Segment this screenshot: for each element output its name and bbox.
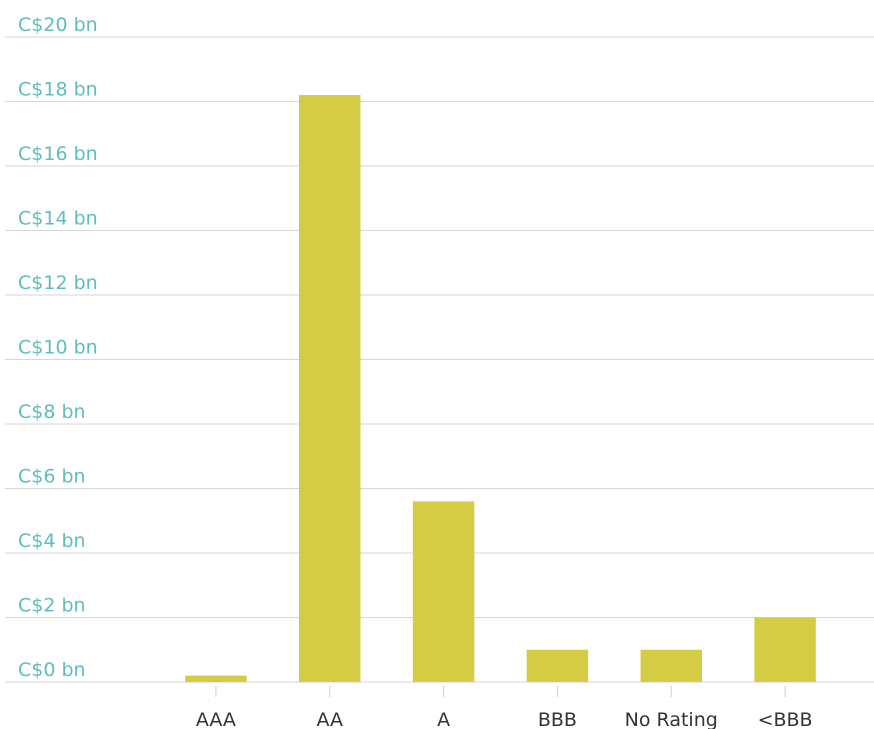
x-tick-label: No Rating — [625, 709, 718, 729]
y-tick-label: C$10 bn — [18, 337, 98, 359]
y-tick-label: C$20 bn — [18, 14, 98, 36]
bar — [299, 95, 361, 683]
y-tick-label: C$8 bn — [18, 401, 86, 423]
y-tick-label: C$4 bn — [18, 530, 86, 552]
y-tick-label: C$14 bn — [18, 208, 98, 230]
x-tick-label: A — [437, 709, 450, 729]
bar — [754, 617, 816, 682]
y-tick-label: C$2 bn — [18, 595, 86, 617]
y-tick-label: C$12 bn — [18, 272, 98, 294]
x-tick-label: AA — [316, 709, 343, 729]
x-tick-label: BBB — [538, 709, 577, 729]
y-tick-label: C$18 bn — [18, 79, 98, 101]
bar — [526, 649, 589, 682]
x-tick-label: <BBB — [758, 709, 813, 729]
y-tick-label: C$16 bn — [18, 143, 98, 165]
y-tick-label: C$6 bn — [18, 466, 86, 488]
bar — [412, 501, 475, 682]
bar — [185, 675, 247, 682]
x-tick-label: AAA — [196, 709, 236, 729]
bar — [640, 649, 702, 682]
y-tick-label: C$0 bn — [18, 659, 86, 681]
